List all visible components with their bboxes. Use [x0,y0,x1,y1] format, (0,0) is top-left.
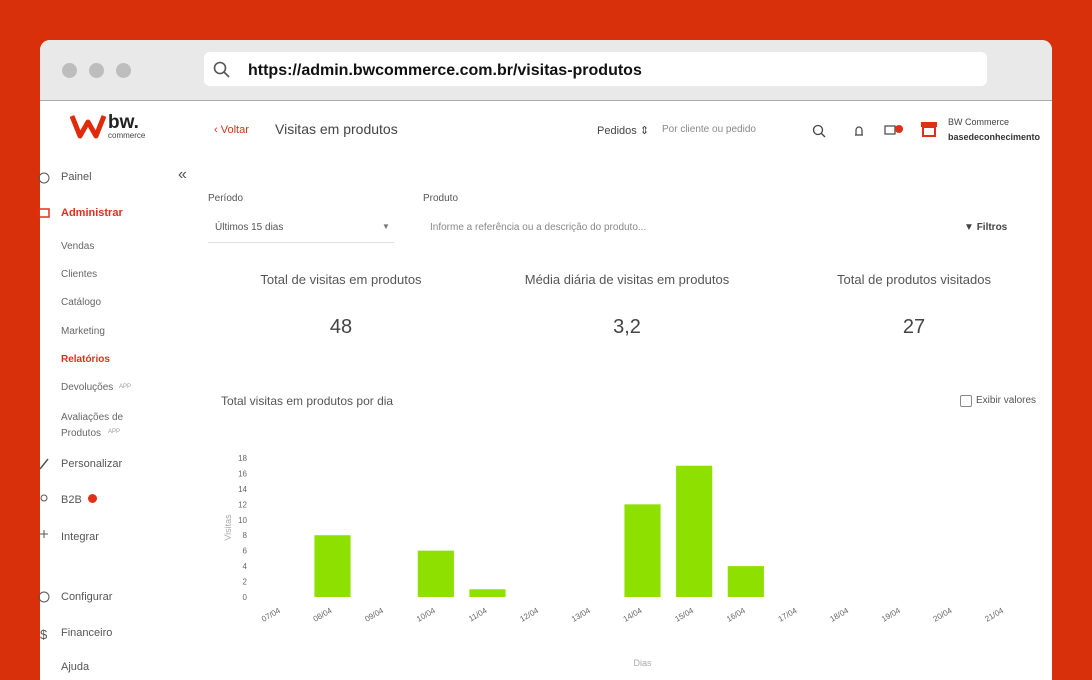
x-tick-label: 16/04 [725,606,747,624]
stat-label: Média diária de visitas em produtos [524,272,730,287]
stat-label: Total de produtos visitados [837,272,991,287]
nav-item[interactable]: Integrar [61,531,99,543]
nav-item-active[interactable]: Administrar [61,207,123,219]
checkbox[interactable] [960,395,972,407]
x-tick-label: 21/04 [983,606,1005,624]
x-tick-label: 12/04 [518,606,540,624]
order-search[interactable]: Por cliente ou pedido [662,124,756,135]
y-tick-label: 4 [243,562,248,571]
nav-subitem[interactable]: Marketing [61,326,105,337]
app-tag: APP [108,429,121,435]
x-tick-label: 13/04 [570,606,592,624]
stat-label: Total de visitas em produtos [260,272,422,287]
x-tick-label: 10/04 [415,606,437,624]
x-tick-label: 11/04 [467,606,489,624]
stat-value: 3,2 [613,316,641,338]
url-text: https://admin.bwcommerce.com.br/visitas-… [248,62,642,79]
nav-subitem[interactable]: Clientes [61,269,98,280]
logo-mark [70,115,106,139]
y-tick-label: 8 [243,531,248,540]
product-input[interactable]: Informe a referência ou a descrição do p… [430,222,647,233]
x-tick-label: 09/04 [363,606,385,624]
x-axis-label: Dias [633,658,652,667]
period-select[interactable]: Últimos 15 dias ▼ [208,214,394,243]
store-name: BW Commerce [948,117,1010,127]
nav-item[interactable]: Painel [61,171,92,183]
nav-subitem[interactable]: Devoluções [61,382,114,393]
browser-bar: https://admin.bwcommerce.com.br/visitas-… [40,40,1052,101]
product-label: Produto [423,193,459,204]
x-tick-label: 15/04 [673,606,695,624]
store-icon [921,122,937,137]
app-tag: APP [119,384,132,390]
filters-button[interactable]: ▼ Filtros [964,222,1008,233]
nav-subitem[interactable]: Avaliações de Produtos [61,412,124,439]
nav-subitem-active[interactable]: Relatórios [61,354,110,365]
x-tick-label: 14/04 [622,606,644,624]
window-dot [116,63,131,78]
svg-text:$: $ [40,627,48,642]
badge [88,494,97,503]
period-value: Últimos 15 dias [215,222,284,233]
y-tick-label: 0 [243,593,248,602]
y-tick-label: 2 [243,578,248,587]
x-tick-label: 07/04 [260,606,282,624]
dropdown-arrow: ▼ [382,222,390,231]
nav-item[interactable]: Personalizar [61,458,123,470]
nav-icons: $ [38,172,50,642]
chart-title: Total visitas em produtos por dia [221,394,394,408]
x-tick-label: 19/04 [880,606,902,624]
bar [314,535,351,597]
page-title: Visitas em produtos [275,121,398,137]
window-dot [62,63,77,78]
bar [727,566,764,597]
x-tick-label: 08/04 [312,606,334,624]
nav-subitem[interactable]: Catálogo [61,297,102,308]
bar [469,589,506,597]
stat-value: 27 [902,316,926,338]
orders-select[interactable]: Pedidos ⇕ [597,125,650,137]
browser-window: https://admin.bwcommerce.com.br/visitas-… [40,40,1052,680]
toggle-label: Exibir valores [976,395,1037,406]
back-text: Voltar [220,124,249,136]
bar [624,504,661,597]
x-tick-label: 17/04 [777,606,799,624]
user-name[interactable]: basedeconhecimento [948,132,1041,142]
bar [417,550,454,597]
nav-subitem[interactable]: Vendas [61,241,95,252]
y-tick-label: 6 [243,547,248,556]
y-tick-label: 14 [238,485,247,494]
y-axis-label: Visitas [223,514,233,541]
y-tick-label: 10 [238,516,247,525]
filters-text: Filtros [976,222,1008,233]
window-dot [89,63,104,78]
bar [676,465,713,597]
logo-name: bw. [108,112,139,133]
x-tick-label: 20/04 [932,606,954,624]
search-icon [213,61,230,78]
nav-item[interactable]: Configurar [61,591,113,603]
x-tick-label: 18/04 [828,606,850,624]
collapse-icon[interactable]: « [178,166,187,183]
nav-item[interactable]: Financeiro [61,627,113,639]
y-tick-label: 18 [238,454,247,463]
stat-value: 48 [329,316,353,338]
back-link[interactable]: ‹ Voltar [214,124,249,136]
y-tick-label: 16 [238,469,247,478]
period-label: Período [208,193,244,204]
y-tick-label: 12 [238,500,247,509]
logo-sub: commerce [108,131,146,140]
header-icons [812,124,903,138]
orders-text: Pedidos [597,125,637,137]
nav-item[interactable]: B2B [61,494,82,506]
url-bar[interactable]: https://admin.bwcommerce.com.br/visitas-… [204,52,987,86]
